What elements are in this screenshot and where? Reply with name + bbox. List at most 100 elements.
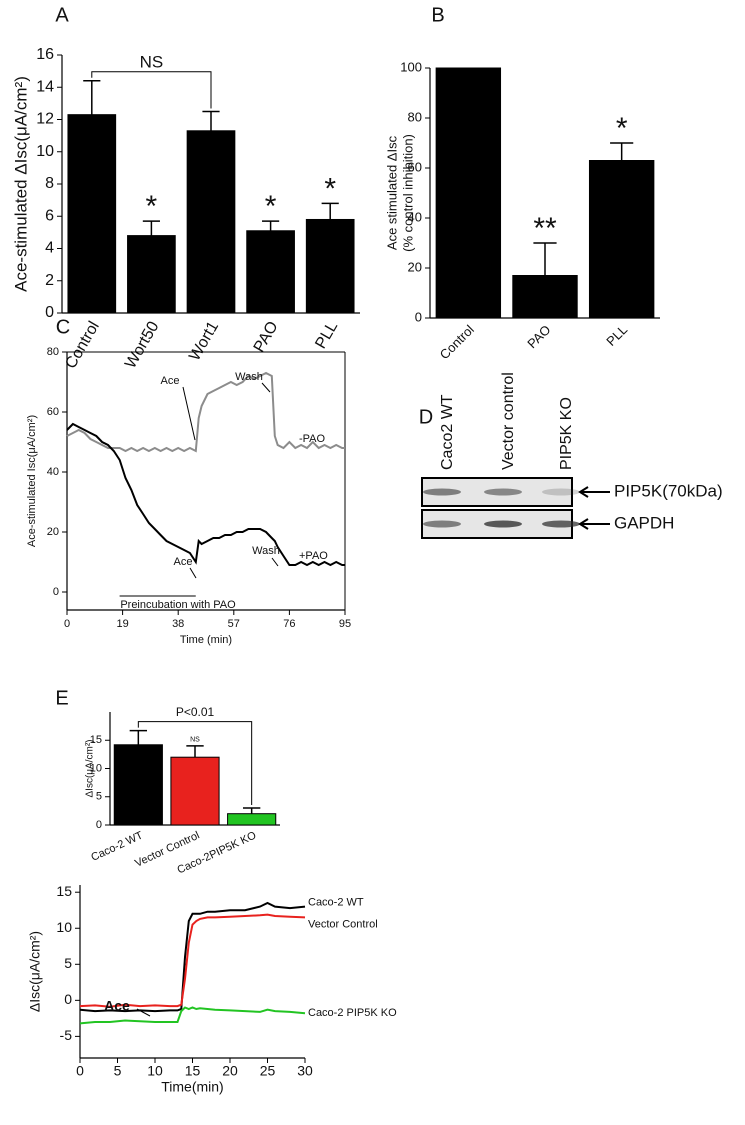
bar bbox=[512, 275, 578, 319]
blot-band bbox=[423, 520, 461, 528]
annotation: Wash bbox=[252, 545, 280, 557]
x-tick-label: 20 bbox=[222, 1063, 238, 1079]
y-tick-label: 0 bbox=[53, 586, 59, 598]
y-axis-label: Ace-stimulated ΔIsc(μA/cm²) bbox=[11, 76, 30, 292]
x-tick-label: PLL bbox=[312, 319, 341, 352]
y-tick-label: 60 bbox=[47, 406, 59, 418]
y-tick-label: 5 bbox=[96, 791, 102, 803]
significance: * bbox=[324, 172, 336, 205]
x-tick-label: 25 bbox=[260, 1063, 276, 1079]
series-label: Caco-2 WT bbox=[308, 897, 364, 909]
series-label: Vector Control bbox=[308, 918, 378, 930]
y-axis-label: Ace-stimulated Isc(μA/cm²) bbox=[26, 415, 38, 547]
bar bbox=[305, 218, 355, 314]
y-tick-label: 0 bbox=[45, 304, 54, 321]
y-axis-label: (% control inhibition) bbox=[400, 134, 415, 252]
series-label: +PAO bbox=[299, 550, 328, 562]
y-tick-label: 16 bbox=[36, 46, 54, 63]
lane-label: PIP5K KO bbox=[558, 397, 575, 470]
y-tick-label: 20 bbox=[408, 259, 422, 274]
y-tick-label: 60 bbox=[408, 159, 422, 174]
x-tick-label: 95 bbox=[339, 618, 351, 630]
series-label: Caco-2 PIP5K KO bbox=[308, 1007, 397, 1019]
blot-band bbox=[542, 520, 580, 528]
y-tick-label: 14 bbox=[36, 78, 54, 95]
bar bbox=[127, 235, 176, 314]
y-axis-label: ΔIsc(μA/cm²) bbox=[85, 740, 96, 798]
annotation: Preincubation with PAO bbox=[120, 599, 236, 611]
series-line bbox=[79, 913, 306, 1008]
y-tick-label: 0 bbox=[64, 991, 72, 1007]
y-tick-label: 8 bbox=[45, 175, 54, 192]
y-tick-label: 15 bbox=[90, 734, 102, 746]
y-tick-label: 12 bbox=[36, 111, 54, 128]
y-tick-label: 6 bbox=[45, 207, 54, 224]
x-tick-label: 76 bbox=[283, 618, 295, 630]
bar bbox=[170, 756, 220, 826]
panel-label: D bbox=[419, 406, 433, 428]
bar bbox=[186, 130, 236, 314]
annotation-arrow bbox=[261, 382, 271, 393]
significance: * bbox=[616, 112, 628, 145]
annotation-arrow bbox=[271, 557, 279, 567]
series-label: -PAO bbox=[299, 433, 326, 445]
x-tick-label: 30 bbox=[297, 1063, 313, 1079]
bar bbox=[246, 230, 295, 314]
x-tick-label: 0 bbox=[76, 1063, 84, 1079]
panel-label: B bbox=[431, 4, 444, 26]
x-axis-label: Time (min) bbox=[180, 634, 232, 646]
x-tick-label: 57 bbox=[228, 618, 240, 630]
y-tick-label: 15 bbox=[56, 883, 72, 899]
significance: * bbox=[265, 190, 277, 223]
annotation-arrow bbox=[136, 1008, 151, 1017]
y-axis-label: Ace stimulated ΔIsc bbox=[384, 135, 399, 250]
y-tick-label: 20 bbox=[47, 526, 59, 538]
series-line bbox=[66, 422, 345, 567]
y-tick-label: 5 bbox=[64, 955, 72, 971]
lane-label: Caco2 WT bbox=[439, 394, 456, 470]
x-tick-label: 5 bbox=[114, 1063, 122, 1079]
annotation-arrow bbox=[189, 567, 197, 579]
x-tick-label: Control bbox=[437, 322, 477, 362]
blot-band bbox=[484, 520, 522, 528]
bracket bbox=[91, 71, 212, 109]
bar bbox=[113, 744, 163, 826]
significance: NS bbox=[190, 737, 200, 744]
blot-band bbox=[484, 488, 522, 496]
y-tick-label: 80 bbox=[408, 109, 422, 124]
bracket bbox=[137, 721, 253, 806]
series-line bbox=[79, 901, 306, 1013]
x-tick-label: PAO bbox=[524, 322, 553, 351]
panel-label: C bbox=[56, 316, 70, 338]
bracket-label: P<0.01 bbox=[176, 705, 215, 719]
panel-label: E bbox=[55, 687, 68, 709]
y-tick-label: 10 bbox=[90, 762, 102, 774]
bar bbox=[588, 160, 655, 319]
x-tick-label: 10 bbox=[147, 1063, 163, 1079]
series-line bbox=[79, 1006, 306, 1025]
x-tick-label: 0 bbox=[64, 618, 70, 630]
series-line bbox=[66, 371, 345, 453]
annotation: Ace bbox=[104, 998, 130, 1014]
blot-arrow bbox=[578, 518, 610, 530]
y-tick-label: -5 bbox=[60, 1027, 73, 1043]
x-tick-label: 38 bbox=[172, 618, 184, 630]
annotation: Ace bbox=[161, 375, 180, 387]
x-axis-label: Time(min) bbox=[161, 1079, 223, 1095]
bracket-label: NS bbox=[140, 52, 164, 71]
x-tick-label: PAO bbox=[251, 319, 282, 356]
y-tick-label: 0 bbox=[96, 819, 102, 831]
y-tick-label: 10 bbox=[56, 919, 72, 935]
x-tick-label: 19 bbox=[116, 618, 128, 630]
band-label: GAPDH bbox=[614, 513, 674, 532]
x-tick-label: Wort1 bbox=[186, 319, 222, 364]
bar bbox=[67, 114, 117, 314]
lane-label: Vector control bbox=[500, 372, 517, 470]
y-tick-label: 80 bbox=[47, 346, 59, 358]
y-axis-label: ΔIsc(μA/cm²) bbox=[27, 931, 43, 1012]
y-tick-label: 4 bbox=[45, 240, 54, 257]
y-tick-label: 0 bbox=[415, 309, 422, 324]
blot-band bbox=[542, 488, 580, 496]
y-tick-label: 40 bbox=[408, 209, 422, 224]
